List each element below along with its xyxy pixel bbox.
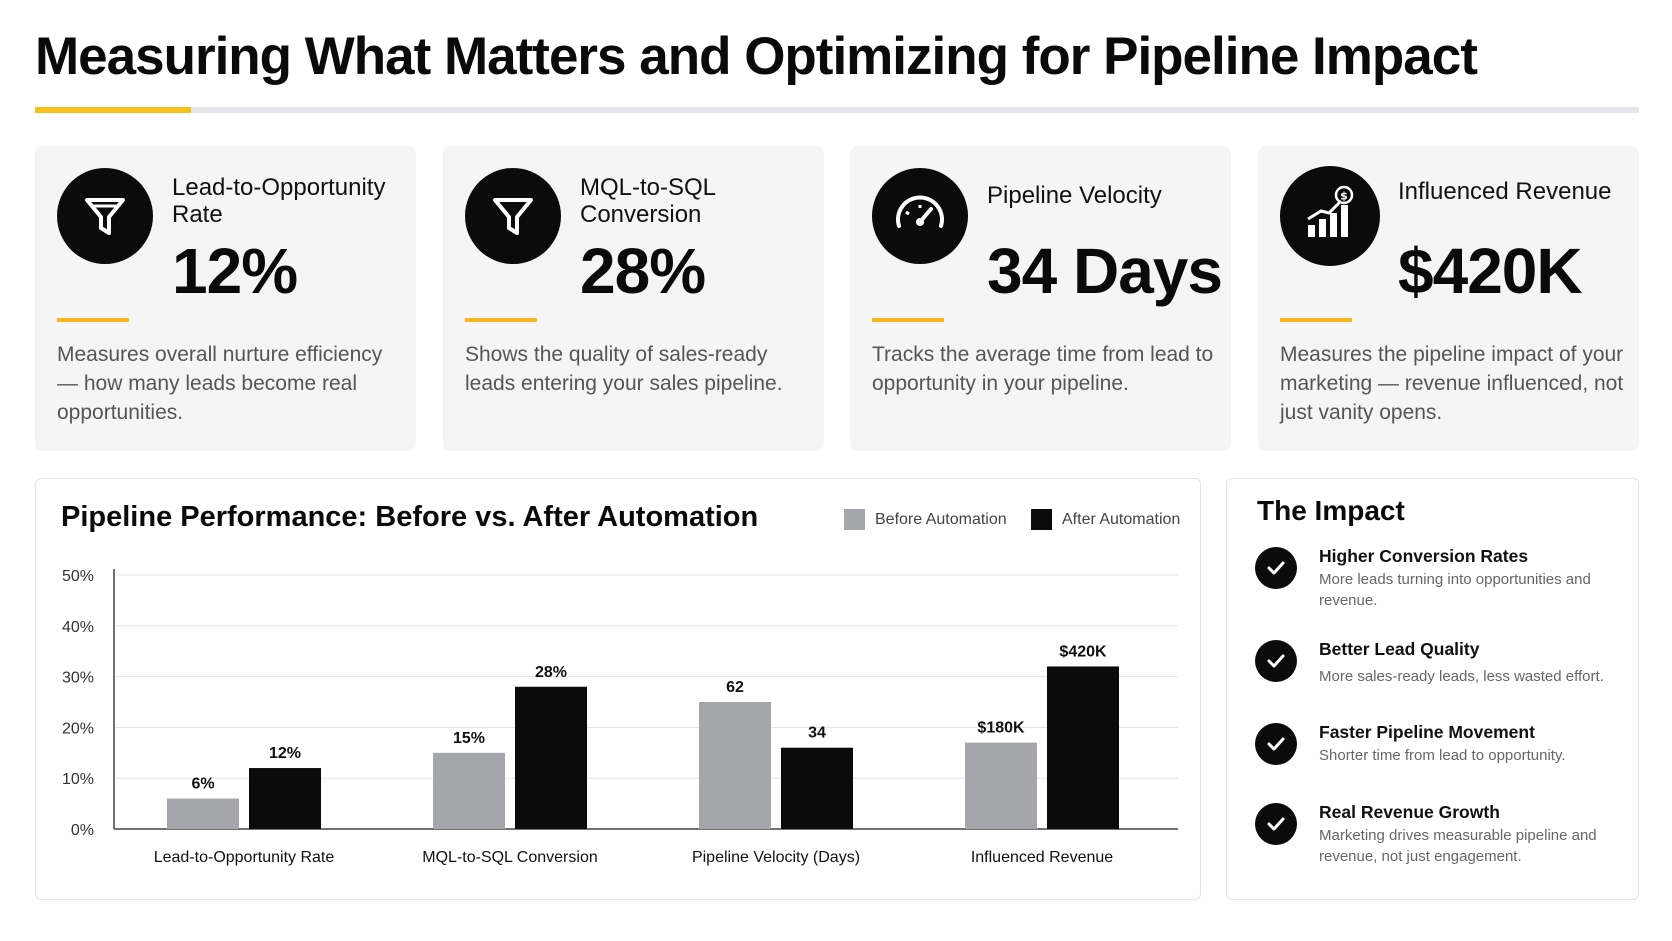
y-tick-label: 10% bbox=[62, 771, 94, 788]
legend-swatch-after bbox=[1031, 509, 1052, 530]
metric-label: Pipeline Velocity bbox=[987, 182, 1162, 209]
data-label: 15% bbox=[453, 730, 485, 747]
checkmark-icon bbox=[1255, 547, 1297, 589]
metric-value: 34 Days bbox=[987, 235, 1223, 307]
metric-label: MQL-to-SQL Conversion bbox=[580, 174, 716, 228]
legend-item-before: Before Automation bbox=[844, 509, 1007, 530]
impact-item-title: Faster Pipeline Movement bbox=[1319, 722, 1535, 742]
chart-title: Pipeline Performance: Before vs. After A… bbox=[61, 501, 759, 533]
metric-value: 28% bbox=[580, 235, 706, 307]
checkmark-icon bbox=[1255, 723, 1297, 765]
checkmark-icon bbox=[1255, 803, 1297, 845]
data-label: 6% bbox=[191, 776, 214, 793]
data-label: $180K bbox=[977, 720, 1025, 737]
metric-accent-line bbox=[465, 318, 537, 322]
revenue-growth-icon: $ bbox=[1280, 166, 1380, 266]
metric-card-lead-to-opportunity: Lead-to-Opportunity Rate 12% Measures ov… bbox=[35, 146, 416, 451]
impact-panel: The Impact Higher Conversion Rates More … bbox=[1226, 478, 1639, 900]
x-tick-label: Influenced Revenue bbox=[971, 849, 1113, 866]
metric-accent-line bbox=[57, 318, 129, 322]
metric-value: 12% bbox=[172, 235, 298, 307]
data-label: 62 bbox=[726, 679, 744, 696]
metric-accent-line bbox=[872, 318, 944, 322]
metric-description: Tracks the average time from lead to opp… bbox=[872, 343, 1214, 395]
bar-before bbox=[699, 702, 771, 829]
chart-panel: Pipeline Performance: Before vs. After A… bbox=[35, 478, 1201, 900]
speedometer-icon bbox=[872, 168, 968, 264]
svg-text:$: $ bbox=[1340, 190, 1348, 203]
bar-after bbox=[249, 768, 321, 829]
checkmark-icon bbox=[1255, 640, 1297, 682]
x-tick-label: Lead-to-Opportunity Rate bbox=[154, 849, 335, 866]
bar-before bbox=[167, 798, 239, 829]
legend-item-after: After Automation bbox=[1031, 509, 1180, 530]
x-tick-label: MQL-to-SQL Conversion bbox=[422, 849, 597, 866]
metric-value: $420K bbox=[1398, 235, 1583, 307]
title-underline bbox=[35, 107, 1639, 113]
data-label: 28% bbox=[535, 664, 567, 681]
impact-item-title: Higher Conversion Rates bbox=[1319, 546, 1529, 566]
metric-accent-line bbox=[1280, 318, 1352, 322]
bar-before bbox=[433, 752, 505, 829]
metric-label: Influenced Revenue bbox=[1398, 178, 1612, 205]
impact-item-description: Shorter time from lead to opportunity. bbox=[1319, 747, 1566, 764]
metric-description: Measures overall nurture efficiency — ho… bbox=[57, 343, 383, 424]
data-label: 34 bbox=[808, 725, 826, 742]
y-tick-label: 40% bbox=[62, 619, 94, 636]
funnel-icon bbox=[57, 168, 153, 264]
legend-label-after: After Automation bbox=[1062, 510, 1181, 528]
legend-swatch-before bbox=[844, 509, 865, 530]
y-tick-label: 30% bbox=[62, 670, 94, 687]
metric-card-influenced-revenue: $ Influenced Revenue $420K Measures the … bbox=[1258, 146, 1639, 451]
impact-item-title: Real Revenue Growth bbox=[1319, 802, 1500, 822]
metric-card-mql-to-sql: MQL-to-SQL Conversion 28% Shows the qual… bbox=[443, 146, 824, 451]
funnel-icon bbox=[465, 168, 561, 264]
metric-description: Measures the pipeline impact of your mar… bbox=[1280, 343, 1624, 424]
x-tick-label: Pipeline Velocity (Days) bbox=[692, 849, 860, 866]
bar-after bbox=[1047, 666, 1119, 829]
bar-chart: 0% 10% 20% 30% 40% 50% 6% 12% Lead-to-Opportunit… bbox=[62, 568, 1178, 866]
page-title: Measuring What Matters and Optimizing fo… bbox=[35, 27, 1478, 86]
title-underline-accent bbox=[35, 107, 191, 113]
impact-item-title: Better Lead Quality bbox=[1319, 639, 1480, 659]
data-label: $420K bbox=[1059, 643, 1107, 660]
y-tick-label: 20% bbox=[62, 720, 94, 737]
y-tick-label: 50% bbox=[62, 568, 94, 585]
data-label: 12% bbox=[269, 745, 301, 762]
impact-item-description: More leads turning into opportunities an… bbox=[1319, 571, 1591, 609]
bar-after bbox=[781, 747, 853, 829]
impact-title: The Impact bbox=[1257, 495, 1405, 526]
metric-label: Lead-to-Opportunity Rate bbox=[172, 174, 386, 228]
metric-description: Shows the quality of sales-ready leads e… bbox=[465, 343, 783, 395]
impact-item-description: Marketing drives measurable pipeline and… bbox=[1319, 827, 1597, 865]
impact-item-description: More sales-ready leads, less wasted effo… bbox=[1319, 668, 1604, 685]
y-tick-label: 0% bbox=[71, 822, 94, 839]
metric-card-pipeline-velocity: Pipeline Velocity 34 Days Tracks the ave… bbox=[850, 146, 1231, 451]
bar-after bbox=[515, 686, 587, 829]
legend-label-before: Before Automation bbox=[875, 510, 1007, 528]
bar-before bbox=[965, 742, 1037, 829]
